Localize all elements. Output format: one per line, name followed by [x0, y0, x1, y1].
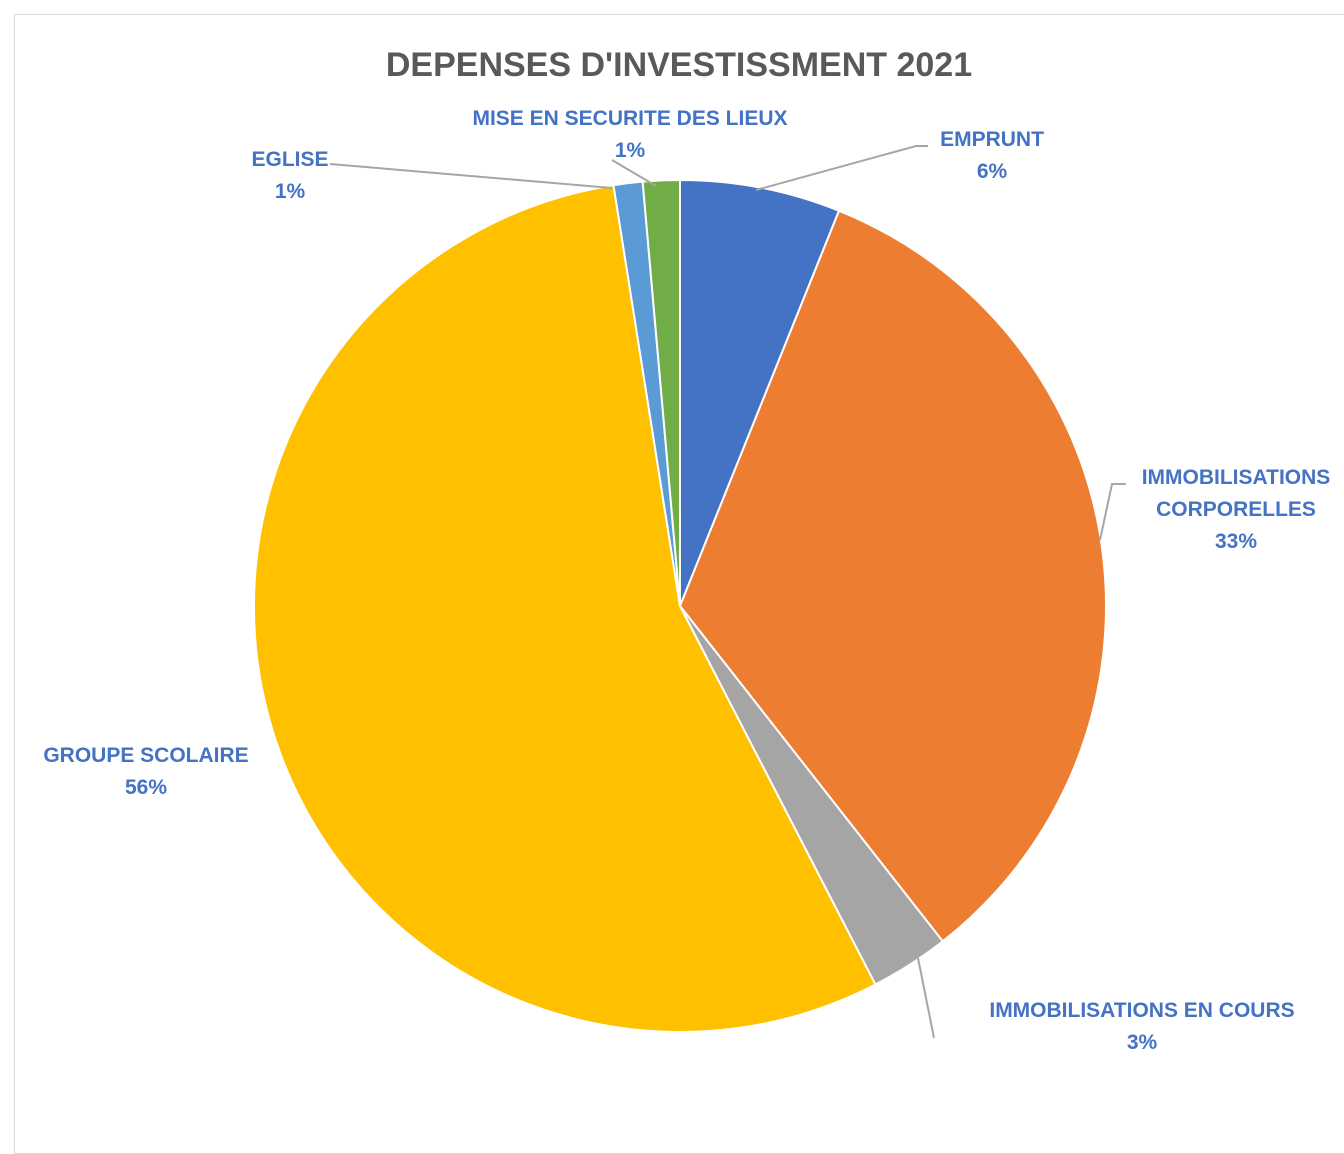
- pie-slice-mise-en-securite-des-lieux: [641, 178, 681, 607]
- data-label-percent: 56%: [125, 776, 167, 799]
- pie-slice-groupe-scolaire: [253, 184, 877, 1033]
- data-label-emprunt: EMPRUNT 6%: [940, 128, 1044, 183]
- data-label-mise-en-securite-des-lieux: MISE EN SECURITE DES LIEUX 1%: [472, 107, 787, 162]
- data-label-percent: 6%: [977, 160, 1008, 183]
- leader-line-eglise: [329, 163, 613, 189]
- data-label-percent: 1%: [615, 139, 646, 162]
- pie-slice-immobilisations-corporelles: [678, 209, 1107, 943]
- pie-chart: DEPENSES D'INVESTISSMENT 2021 EMPRUNT 6% I…: [43, 46, 1330, 1054]
- leader-line-emprunt: [755, 145, 928, 191]
- data-labels: EMPRUNT 6%IMMOBILISATIONS CORPORELLES 33%IM…: [43, 107, 1330, 1054]
- data-label-name: IMMOBILISATIONS: [1142, 466, 1331, 489]
- data-label-percent: 1%: [275, 180, 306, 203]
- data-label-name: GROUPE SCOLAIRE: [43, 744, 248, 767]
- chart-title: DEPENSES D'INVESTISSMENT 2021: [386, 46, 972, 84]
- data-label-immobilisations-corporelles: IMMOBILISATIONS CORPORELLES 33%: [1142, 466, 1331, 553]
- data-label-percent: 33%: [1215, 530, 1257, 553]
- data-label-name: EMPRUNT: [940, 128, 1044, 151]
- data-label-name: EGLISE: [251, 148, 328, 171]
- leader-line-immobilisations-en-cours: [917, 957, 935, 1039]
- leader-line-mise-en-securite-des-lieux: [611, 159, 657, 187]
- data-label-name: MISE EN SECURITE DES LIEUX: [472, 107, 787, 130]
- leader-lines: [329, 145, 1126, 1039]
- data-label-groupe-scolaire: GROUPE SCOLAIRE 56%: [43, 744, 248, 799]
- data-label-eglise: EGLISE 1%: [251, 148, 328, 203]
- data-label-name: IMMOBILISATIONS EN COURS: [989, 999, 1294, 1022]
- data-label-immobilisations-en-cours: IMMOBILISATIONS EN COURS 3%: [989, 999, 1294, 1054]
- data-label-name: CORPORELLES: [1156, 498, 1316, 521]
- leader-line-immobilisations-corporelles: [1099, 483, 1126, 541]
- data-label-percent: 3%: [1127, 1031, 1158, 1054]
- pie-slices: [253, 178, 1107, 1033]
